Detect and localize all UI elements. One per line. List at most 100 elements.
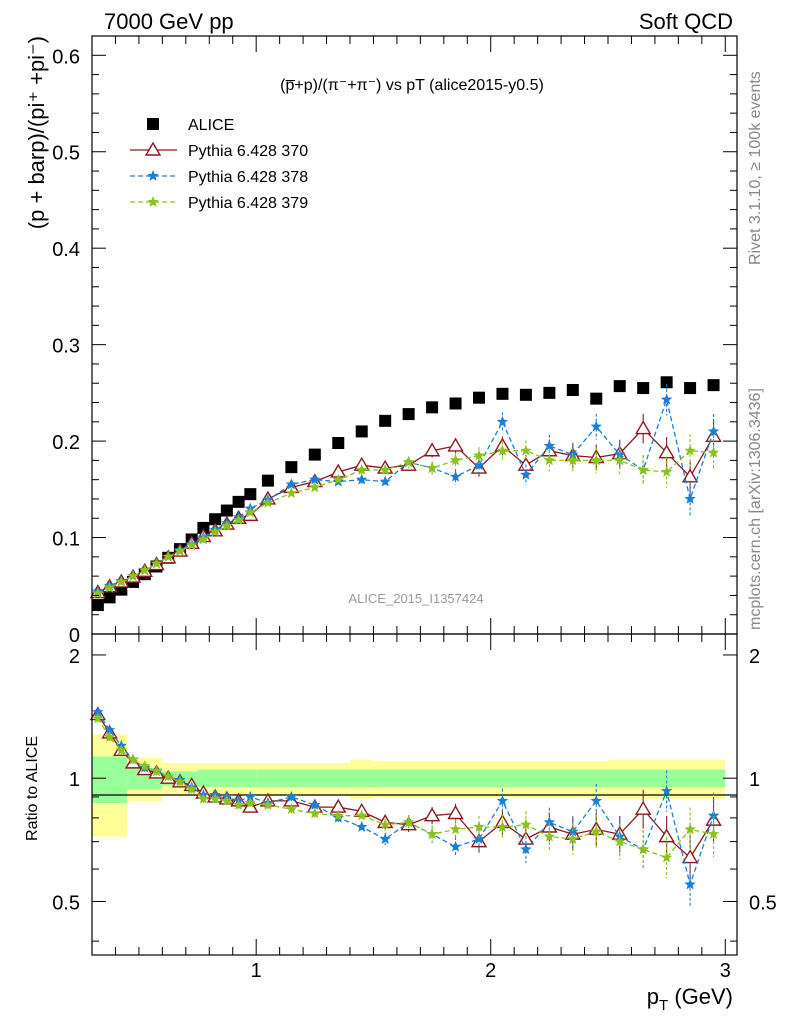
ratio-series-1-point	[684, 878, 696, 890]
legend-marker	[147, 170, 159, 181]
series-3-point	[186, 539, 198, 551]
ratio-series-1-point	[496, 794, 509, 806]
series-2-point	[520, 468, 532, 480]
series-0-point	[449, 397, 462, 410]
series-2-point	[356, 473, 368, 485]
mcplots-label: mcplots.cern.ch [arXiv:1306.3436]	[747, 388, 764, 630]
ratio-series-2-line	[97, 718, 714, 859]
series-3-point	[150, 557, 163, 569]
ratio-series-2-point	[332, 809, 344, 821]
ratio-series-2-point	[150, 765, 163, 777]
ratio-series-1-point	[379, 833, 391, 844]
ratio-series-2-point	[426, 828, 438, 839]
ratio-series-1-line	[97, 711, 715, 887]
ratio-plot-frame	[91, 633, 738, 956]
ratio-series-1-point	[309, 799, 321, 810]
ratio-series-2-point	[127, 753, 139, 765]
series-3-point	[496, 444, 509, 456]
series-3-point	[684, 444, 696, 456]
ratio-series-1-point	[356, 821, 368, 832]
y-tick-label-ratio-right: 1	[749, 769, 760, 791]
series-3-point	[379, 464, 391, 475]
y-tick-label-main: 0.5	[52, 143, 80, 165]
legend-marker	[147, 118, 159, 130]
series-0-point	[684, 382, 697, 395]
legend-label: Pythia 6.428 370	[188, 143, 308, 160]
ratio-series-1-point	[707, 809, 720, 821]
ratio-series-2-point	[614, 835, 626, 847]
ratio-series-2-point	[244, 797, 256, 808]
uncertainty-band-inner	[350, 769, 374, 788]
series-2-point	[285, 478, 298, 490]
series-0-point	[220, 504, 233, 517]
series-2-point	[379, 475, 391, 487]
series-0-point	[232, 495, 245, 508]
ratio-series-2-point	[567, 833, 579, 844]
ratio-series-2-point	[162, 770, 174, 782]
ratio-series-2-point	[637, 843, 649, 855]
y-tick-label-main: 0.6	[52, 46, 80, 68]
ratio-series-1-point	[520, 843, 532, 855]
ratio-series-1-point	[473, 833, 485, 844]
ratio-series-1-point	[590, 794, 602, 806]
ratio-series-2-point	[92, 712, 104, 724]
series-0-point	[379, 414, 392, 427]
series-3-point	[127, 570, 139, 581]
ratio-series-2-point	[707, 828, 720, 839]
series-3-point	[285, 487, 298, 498]
ratio-series-1-point	[449, 840, 462, 852]
series-0-point	[261, 474, 274, 487]
ratio-series-2-point	[262, 799, 274, 810]
header-right: Soft QCD	[639, 9, 733, 34]
series-2-point	[707, 425, 720, 437]
series-3-point	[115, 575, 127, 587]
uncertainty-band-inner	[197, 769, 257, 788]
ratio-series-2-point	[543, 830, 556, 842]
y-tick-label-main: 0	[69, 625, 80, 647]
ratio-series-2-point	[520, 818, 532, 830]
series-0-point	[590, 392, 603, 405]
series-0-point	[308, 448, 321, 461]
series-1-point	[423, 442, 441, 457]
ratio-plot-panel: 0.5 0.5 1 1 2 2 1 2 3 Ratio to ALICE pT (GeV)	[24, 633, 777, 1014]
series-1-point	[681, 468, 699, 483]
series-0-point	[91, 599, 104, 612]
x-axis-label: pT (GeV)	[647, 984, 733, 1014]
y-axis-label-ratio: Ratio to ALICE	[24, 736, 41, 841]
series-3-point	[426, 462, 438, 473]
series-3-point	[520, 444, 532, 456]
ratio-series-2-point	[209, 792, 221, 804]
ratio-series-2-point	[103, 731, 116, 742]
y-axis-label-main: (p + barp)/(pi⁺ +pi⁻)	[24, 36, 49, 229]
series-0-point	[707, 379, 720, 392]
y-tick-label-ratio: 1	[69, 769, 80, 791]
series-3-point	[660, 466, 673, 477]
ratio-series-1-point	[660, 785, 673, 796]
series-3-point	[262, 496, 274, 508]
series-0-point	[244, 488, 257, 501]
series-0-point	[197, 521, 210, 534]
series-3-point	[174, 545, 186, 556]
series-0-point	[473, 391, 485, 404]
series-3-point	[402, 456, 415, 468]
ratio-series-2-point	[221, 794, 233, 806]
series-3-point	[139, 564, 151, 576]
series-3-point	[614, 454, 626, 466]
series-3-point	[332, 473, 344, 485]
ratio-series-2-point	[139, 760, 151, 771]
uncertainty-band-inner	[256, 769, 350, 788]
legend: ALICE Pythia 6.428 370 Pythia 6.428 378 Pyt…	[130, 117, 308, 212]
ratio-series-2-point	[684, 823, 696, 835]
series-0-point	[519, 388, 532, 401]
series-2-point	[309, 473, 321, 485]
series-3-point	[449, 454, 462, 466]
series-0-point	[496, 387, 509, 400]
ratio-series-0-point	[447, 805, 464, 820]
series-3-point	[637, 464, 649, 475]
series-3-point	[543, 454, 556, 466]
y-tick-label-ratio: 0.5	[52, 892, 80, 914]
y-tick-label-ratio: 2	[69, 646, 80, 668]
x-tick-label: 2	[485, 960, 496, 982]
ratio-series-0-point	[658, 828, 675, 843]
